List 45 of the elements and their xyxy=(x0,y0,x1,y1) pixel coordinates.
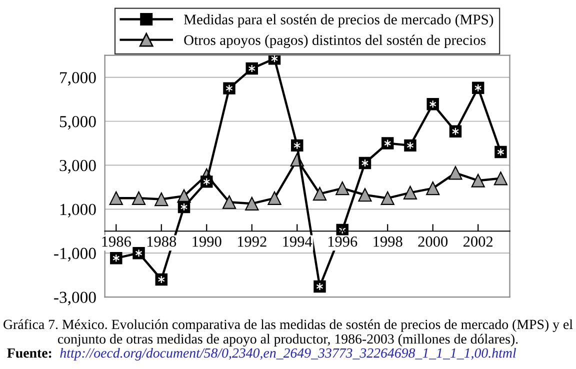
point xyxy=(426,98,439,110)
y-tick-label: -3,000 xyxy=(54,292,96,306)
x-tick-label: 2000 xyxy=(418,236,448,247)
point xyxy=(426,181,440,196)
text: Gráfica 7. México. Evolución comparativa de las medidas de sostén de precios de mercado (MPS) y el conjunto de otras medidas de apoyo al productor, 1986-2003 (millones de dólares). xyxy=(4,319,573,347)
x-tick-label: 1988 xyxy=(147,236,176,247)
point xyxy=(336,181,350,196)
source-note: Fuente: xyxy=(7,348,52,358)
x-tick-label: 1986 xyxy=(102,236,131,247)
point xyxy=(358,188,372,202)
point xyxy=(109,191,123,205)
x-tick-label: 1998 xyxy=(374,236,402,247)
point xyxy=(268,191,282,205)
point xyxy=(110,252,122,264)
point xyxy=(404,139,416,152)
point xyxy=(380,191,394,205)
y-tick-label: 1,000 xyxy=(60,204,96,218)
point xyxy=(200,176,213,188)
y-tick-label: 5,000 xyxy=(60,116,96,130)
point xyxy=(132,191,146,205)
point xyxy=(403,186,418,200)
y-tick-label: 3,000 xyxy=(60,160,96,174)
x-tick-label: 2002 xyxy=(463,236,493,247)
point xyxy=(314,280,326,293)
point xyxy=(494,172,508,186)
point xyxy=(245,196,259,210)
text: http://oecd.org/document/58/0,2340,en_2649_33773_32264698_1_1_1_1,00.html xyxy=(60,348,516,361)
legend-label: Otros apoyos (pagos) distintos del sostén de precios xyxy=(184,34,486,48)
point xyxy=(381,137,394,150)
point xyxy=(222,195,236,209)
y-tick-label: 7,000 xyxy=(60,72,96,86)
point xyxy=(223,82,236,94)
point xyxy=(471,174,485,188)
point xyxy=(268,55,281,65)
point xyxy=(448,166,462,180)
x-tick-label: 1992 xyxy=(238,236,266,247)
point xyxy=(312,186,327,201)
y-tick-label: -1,000 xyxy=(54,248,96,262)
x-tick-label: 1990 xyxy=(192,236,222,247)
x-tick-label: 1994 xyxy=(283,236,312,247)
point xyxy=(494,146,507,158)
point xyxy=(154,192,168,206)
point xyxy=(132,246,145,260)
legend-label: Medidas para el sostén de precios de mercado (MPS) xyxy=(184,14,494,28)
x-tick-label: 1996 xyxy=(328,236,358,247)
